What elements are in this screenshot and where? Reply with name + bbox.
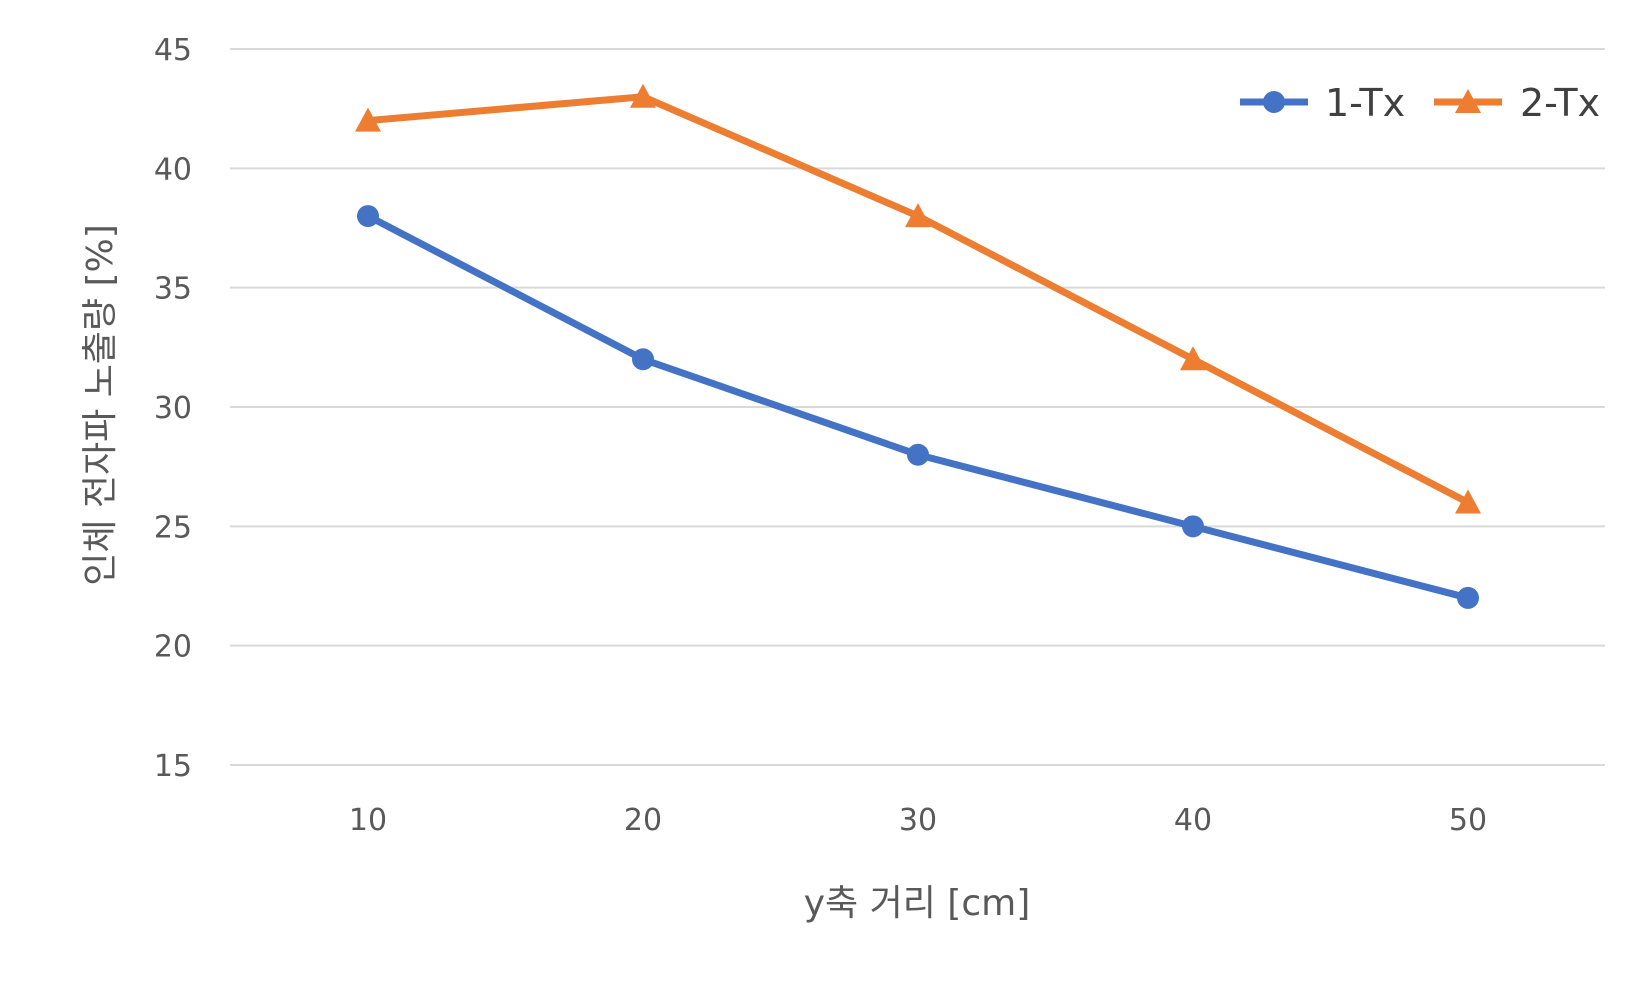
x-tick-label: 40 [1174,803,1212,838]
y-tick-label: 30 [154,391,192,426]
x-axis-title: y축 거리 [cm] [804,883,1031,924]
data-point [1182,515,1204,538]
data-point [357,205,379,228]
y-tick-label: 15 [154,749,192,784]
x-tick-label: 30 [899,803,937,838]
data-point [630,83,656,108]
x-tick-label: 20 [624,803,662,838]
x-axis-ticks: 10 20 30 40 50 [349,803,1487,838]
y-axis-title: 인체 전자파 노출량 [%] [80,224,121,586]
y-tick-label: 40 [154,152,192,187]
gridlines [230,48,1605,766]
series-1-tx [357,205,1479,609]
series-2-tx [355,83,1481,514]
data-point [1457,586,1479,609]
legend-item-2-tx: 2-Tx [1434,81,1600,125]
data-point [355,107,381,132]
y-tick-label: 25 [154,510,192,545]
y-axis-ticks: 15 20 25 30 35 40 45 [154,33,192,784]
data-point [907,443,929,466]
legend: 1-Tx 2-Tx [1240,81,1600,125]
data-point [1180,346,1206,371]
x-tick-label: 10 [349,803,387,838]
y-tick-label: 45 [154,33,192,68]
data-series [355,83,1481,609]
y-tick-label: 20 [154,630,192,665]
x-tick-label: 50 [1449,803,1487,838]
data-point [905,203,931,228]
legend-marker [1455,89,1481,113]
legend-label: 1-Tx [1325,81,1405,125]
legend-label: 2-Tx [1520,81,1600,125]
data-point [632,348,654,371]
data-point [1455,489,1481,514]
legend-item-1-tx: 1-Tx [1240,81,1405,125]
legend-marker [1263,91,1285,113]
y-tick-label: 35 [154,272,192,307]
